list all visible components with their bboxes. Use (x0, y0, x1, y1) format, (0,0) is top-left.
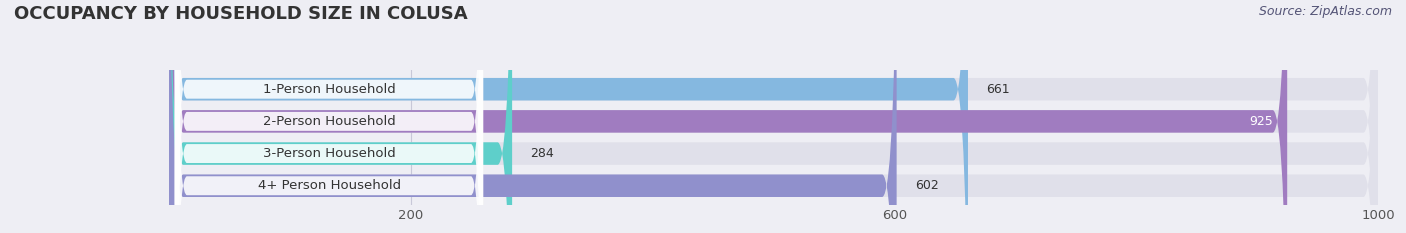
Text: 602: 602 (915, 179, 939, 192)
Text: 3-Person Household: 3-Person Household (263, 147, 396, 160)
FancyBboxPatch shape (174, 0, 484, 233)
Text: 4+ Person Household: 4+ Person Household (257, 179, 401, 192)
FancyBboxPatch shape (174, 0, 484, 233)
FancyBboxPatch shape (169, 0, 967, 233)
FancyBboxPatch shape (174, 0, 484, 233)
FancyBboxPatch shape (169, 0, 1378, 233)
Text: 661: 661 (986, 83, 1010, 96)
FancyBboxPatch shape (169, 0, 512, 233)
Text: 1-Person Household: 1-Person Household (263, 83, 396, 96)
Text: 284: 284 (530, 147, 554, 160)
FancyBboxPatch shape (169, 0, 1378, 233)
Text: 925: 925 (1249, 115, 1272, 128)
FancyBboxPatch shape (169, 0, 1286, 233)
FancyBboxPatch shape (169, 0, 1378, 233)
FancyBboxPatch shape (174, 0, 484, 233)
FancyBboxPatch shape (169, 0, 897, 233)
Text: OCCUPANCY BY HOUSEHOLD SIZE IN COLUSA: OCCUPANCY BY HOUSEHOLD SIZE IN COLUSA (14, 5, 468, 23)
Text: 2-Person Household: 2-Person Household (263, 115, 396, 128)
Text: Source: ZipAtlas.com: Source: ZipAtlas.com (1258, 5, 1392, 18)
FancyBboxPatch shape (169, 0, 1378, 233)
